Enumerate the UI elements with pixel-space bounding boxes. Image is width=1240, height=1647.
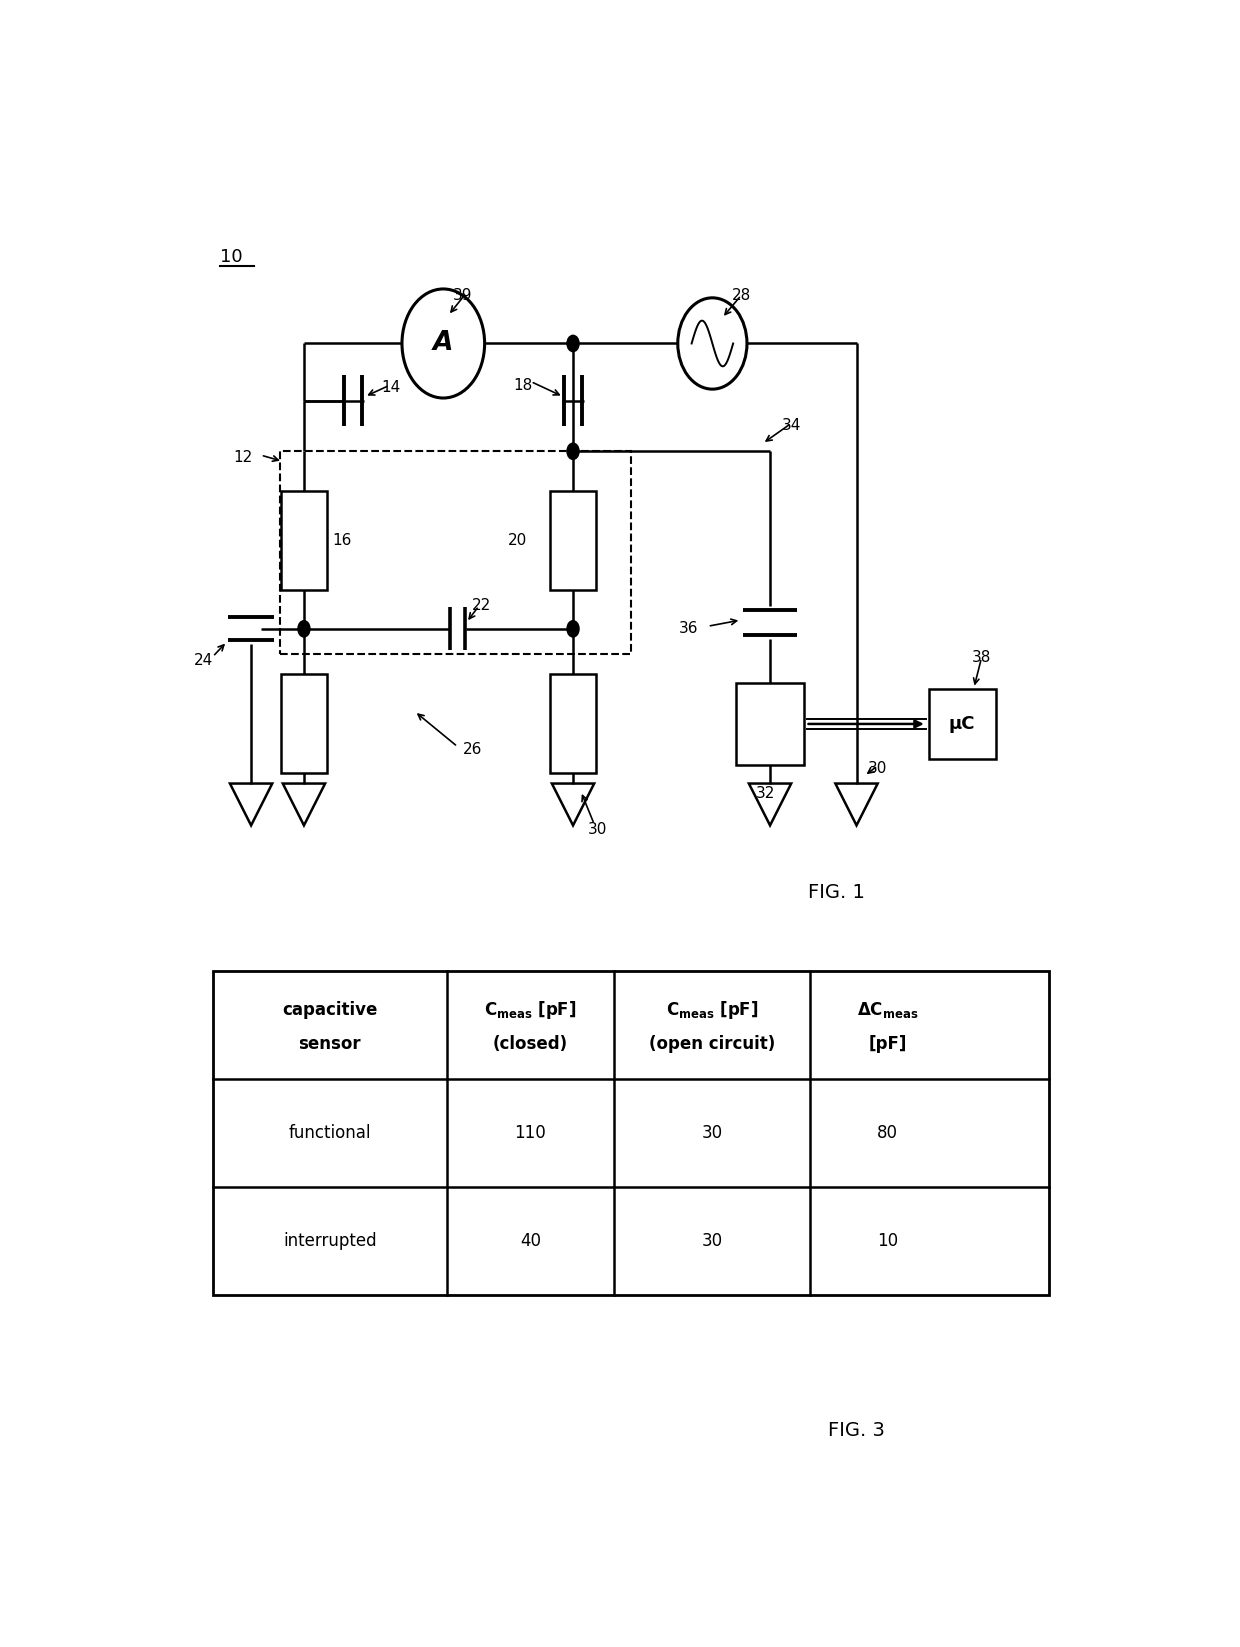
- Text: 22: 22: [472, 598, 491, 613]
- Bar: [737, 684, 804, 766]
- Text: 34: 34: [781, 418, 801, 433]
- Text: 24: 24: [193, 652, 213, 669]
- Text: 18: 18: [513, 377, 533, 394]
- Circle shape: [567, 334, 580, 352]
- Text: 16: 16: [332, 532, 352, 547]
- Bar: [929, 688, 996, 759]
- Bar: [551, 491, 596, 590]
- Text: 110: 110: [515, 1123, 547, 1141]
- Circle shape: [567, 619, 580, 637]
- Text: (open circuit): (open circuit): [649, 1036, 775, 1052]
- Text: 30: 30: [702, 1232, 723, 1250]
- Text: 32: 32: [755, 786, 775, 800]
- Text: 38: 38: [972, 651, 991, 665]
- Text: 30: 30: [702, 1123, 723, 1141]
- Bar: [281, 675, 327, 774]
- Bar: [281, 491, 327, 590]
- Text: 12: 12: [234, 450, 253, 464]
- Text: capacitive: capacitive: [281, 1001, 377, 1019]
- Circle shape: [402, 288, 485, 399]
- Circle shape: [678, 298, 746, 389]
- Text: (closed): (closed): [492, 1036, 568, 1052]
- Text: 36: 36: [678, 621, 698, 636]
- Text: functional: functional: [289, 1123, 371, 1141]
- Text: sensor: sensor: [299, 1036, 361, 1052]
- Circle shape: [298, 619, 311, 637]
- Text: A: A: [433, 331, 454, 356]
- Text: 14: 14: [382, 380, 401, 395]
- Circle shape: [567, 443, 580, 460]
- Text: 10: 10: [877, 1232, 898, 1250]
- Text: 10: 10: [221, 249, 243, 267]
- Text: 26: 26: [463, 741, 482, 758]
- Text: 28: 28: [732, 288, 751, 303]
- Text: 80: 80: [877, 1123, 898, 1141]
- Text: μC: μC: [949, 715, 976, 733]
- Text: 30: 30: [588, 822, 606, 837]
- Text: interrupted: interrupted: [283, 1232, 377, 1250]
- Text: $\mathbf{C}_{\mathbf{meas}}$ [pF]: $\mathbf{C}_{\mathbf{meas}}$ [pF]: [484, 1000, 577, 1021]
- Text: [pF]: [pF]: [868, 1036, 906, 1052]
- Text: FIG. 1: FIG. 1: [808, 883, 866, 903]
- Text: 30: 30: [868, 761, 888, 776]
- Text: FIG. 3: FIG. 3: [828, 1421, 884, 1439]
- Text: $\mathbf{\Delta C}_{\mathbf{meas}}$: $\mathbf{\Delta C}_{\mathbf{meas}}$: [857, 1000, 919, 1019]
- Bar: [213, 972, 1049, 1295]
- Text: 39: 39: [453, 288, 472, 303]
- Bar: [280, 451, 631, 654]
- Bar: [551, 675, 596, 774]
- Text: 40: 40: [520, 1232, 541, 1250]
- Text: 20: 20: [507, 532, 527, 547]
- Text: $\mathbf{C}_{\mathbf{meas}}$ [pF]: $\mathbf{C}_{\mathbf{meas}}$ [pF]: [666, 1000, 759, 1021]
